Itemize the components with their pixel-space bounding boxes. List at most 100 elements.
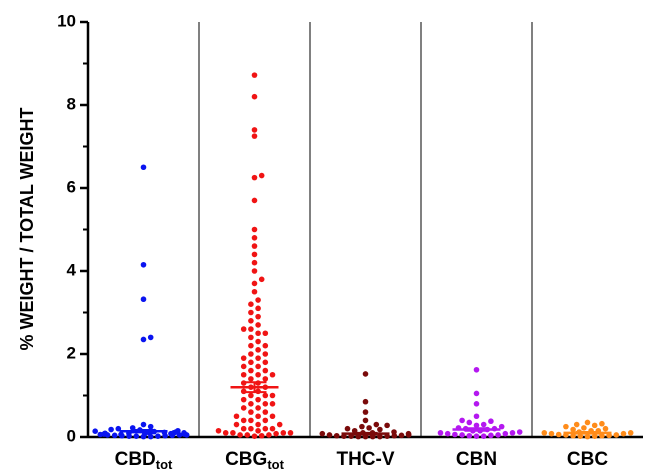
data-point (581, 425, 587, 431)
x-tick-label: THC-V (336, 449, 394, 470)
data-point (259, 173, 265, 179)
data-point (263, 393, 269, 399)
data-point (474, 391, 480, 397)
data-point (474, 401, 480, 407)
data-point (363, 371, 369, 377)
data-point (270, 413, 276, 419)
data-point (141, 422, 147, 428)
category-subscript: tot (156, 457, 173, 472)
data-point (377, 427, 383, 433)
data-point (248, 418, 254, 424)
data-point (118, 432, 124, 438)
data-point (102, 430, 108, 436)
data-point (252, 72, 258, 78)
data-point (320, 431, 326, 437)
data-point (255, 397, 261, 403)
data-point (241, 418, 247, 424)
data-point (255, 339, 261, 345)
data-point (359, 424, 365, 430)
data-point (614, 432, 620, 438)
data-point (481, 422, 487, 428)
data-point (248, 376, 254, 382)
data-point (263, 376, 269, 382)
data-point (108, 427, 114, 433)
data-point (241, 372, 247, 378)
data-point (445, 431, 451, 437)
data-point (248, 426, 254, 432)
data-point (467, 420, 473, 426)
data-point (216, 428, 222, 434)
x-tick-label: CBC (567, 449, 608, 470)
data-point (234, 413, 240, 419)
data-point (148, 424, 154, 430)
data-point (270, 426, 276, 432)
data-point (248, 326, 254, 332)
data-point (570, 427, 576, 433)
data-point (363, 409, 369, 415)
data-point (248, 360, 254, 366)
data-point (181, 430, 187, 436)
data-point (255, 364, 261, 370)
error-bar (576, 432, 600, 434)
data-point (263, 401, 269, 407)
data-point (255, 355, 261, 361)
data-point (273, 431, 279, 437)
data-point (255, 306, 261, 312)
data-point (481, 433, 487, 439)
data-point (248, 343, 254, 349)
data-point (234, 422, 240, 428)
data-point (270, 372, 276, 378)
data-point (230, 430, 236, 436)
data-point (237, 432, 243, 438)
data-point (263, 330, 269, 336)
data-point (399, 433, 405, 439)
data-point (374, 422, 380, 428)
category-name: CBD (115, 449, 156, 470)
data-point (599, 421, 605, 427)
data-point (270, 401, 276, 407)
y-tick-label: 2 (67, 343, 76, 362)
data-point (255, 428, 261, 434)
data-point (542, 430, 548, 436)
data-point (255, 405, 261, 411)
data-point (406, 431, 412, 437)
data-point (92, 428, 98, 434)
data-point (223, 430, 229, 436)
data-point (574, 422, 580, 428)
data-point (241, 426, 247, 432)
data-point (252, 235, 258, 241)
data-point (263, 368, 269, 374)
data-point (252, 133, 258, 139)
data-point (438, 430, 444, 436)
data-point (288, 430, 294, 436)
y-tick-label: 10 (57, 11, 76, 30)
data-point (141, 262, 147, 268)
x-tick-label: CBGtot (225, 449, 285, 472)
y-axis-label: % WEIGHT / TOTAL WEIGHT (17, 108, 37, 351)
data-point (252, 268, 258, 274)
data-point (252, 227, 258, 233)
data-point (141, 337, 147, 343)
data-point (510, 430, 516, 436)
data-point (585, 420, 591, 426)
x-tick-label: CBN (456, 449, 497, 470)
data-point (628, 430, 634, 436)
data-point (495, 432, 501, 438)
x-tick-label: CBDtot (115, 449, 173, 472)
category-subscript: tot (267, 457, 284, 472)
category-name: CBN (456, 449, 497, 470)
data-point (452, 432, 458, 438)
data-point (255, 297, 261, 303)
data-point (141, 296, 147, 302)
data-point (252, 175, 258, 181)
data-point (134, 433, 140, 439)
data-point (241, 364, 247, 370)
data-point (263, 409, 269, 415)
data-point (248, 393, 254, 399)
data-point (141, 164, 147, 170)
data-point (263, 360, 269, 366)
data-point (241, 405, 247, 411)
data-point (255, 322, 261, 328)
data-point (255, 314, 261, 320)
data-point (363, 399, 369, 405)
